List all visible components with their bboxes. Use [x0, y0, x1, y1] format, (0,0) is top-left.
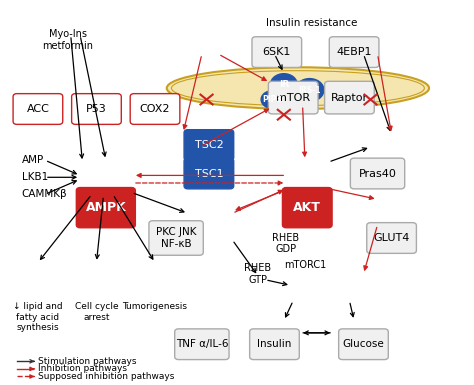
Text: AKT: AKT: [293, 201, 321, 214]
Text: Tumorigenesis: Tumorigenesis: [122, 303, 188, 311]
Ellipse shape: [172, 71, 424, 105]
Circle shape: [295, 78, 325, 102]
Text: TNF α/IL-6: TNF α/IL-6: [175, 339, 228, 349]
Text: Glucose: Glucose: [343, 339, 384, 349]
Ellipse shape: [167, 67, 429, 109]
Text: Insulin: Insulin: [257, 339, 292, 349]
Text: PIP3: PIP3: [262, 95, 282, 104]
FancyBboxPatch shape: [76, 187, 136, 228]
Text: PKC JNK
NF-κB: PKC JNK NF-κB: [156, 227, 196, 249]
Text: Stimulation pathways: Stimulation pathways: [38, 357, 137, 366]
Text: GLUT4: GLUT4: [374, 233, 410, 243]
FancyBboxPatch shape: [367, 223, 417, 253]
Text: AMP: AMP: [21, 155, 44, 165]
Text: 4EBP1: 4EBP1: [337, 47, 372, 57]
Text: IR: IR: [279, 80, 289, 89]
Text: RHEB
GDP: RHEB GDP: [272, 233, 299, 254]
Text: TSC1: TSC1: [195, 169, 223, 179]
FancyBboxPatch shape: [268, 81, 318, 114]
FancyBboxPatch shape: [329, 37, 379, 67]
Text: ↓ lipid and
fatty acid
synthesis: ↓ lipid and fatty acid synthesis: [13, 303, 63, 332]
Text: Inhibition pathways: Inhibition pathways: [38, 364, 127, 373]
FancyBboxPatch shape: [252, 37, 301, 67]
Text: AMPK: AMPK: [85, 201, 126, 214]
Text: Myo-Ins
metformin: Myo-Ins metformin: [43, 29, 93, 51]
Text: mTOR: mTOR: [276, 93, 310, 103]
Text: COX2: COX2: [140, 104, 170, 114]
Text: 6SK1: 6SK1: [263, 47, 291, 57]
Text: Cell cycle
arrest: Cell cycle arrest: [74, 303, 118, 322]
Text: LKB1: LKB1: [21, 172, 48, 182]
Text: ACC: ACC: [27, 104, 49, 114]
Text: TSC2: TSC2: [194, 140, 223, 150]
Text: RHEB
GTP: RHEB GTP: [244, 263, 271, 285]
FancyBboxPatch shape: [184, 130, 234, 161]
Circle shape: [260, 90, 284, 109]
FancyBboxPatch shape: [338, 329, 388, 360]
FancyBboxPatch shape: [130, 94, 180, 124]
FancyBboxPatch shape: [149, 221, 203, 255]
Text: P53: P53: [86, 104, 107, 114]
FancyBboxPatch shape: [72, 94, 121, 124]
Text: Pras40: Pras40: [359, 169, 396, 179]
Text: Insulin resistance: Insulin resistance: [266, 18, 358, 28]
FancyBboxPatch shape: [184, 158, 234, 189]
FancyBboxPatch shape: [175, 329, 229, 360]
FancyBboxPatch shape: [283, 187, 332, 228]
Text: mTORC1: mTORC1: [284, 259, 326, 270]
FancyBboxPatch shape: [350, 158, 405, 189]
Text: CAMMKβ: CAMMKβ: [21, 189, 67, 199]
FancyBboxPatch shape: [325, 81, 374, 114]
FancyBboxPatch shape: [13, 94, 63, 124]
FancyBboxPatch shape: [250, 329, 299, 360]
Text: IRS-1: IRS-1: [298, 85, 321, 95]
Circle shape: [270, 73, 298, 96]
Text: Supposed inhibition pathways: Supposed inhibition pathways: [38, 372, 174, 381]
Text: Raptor: Raptor: [331, 93, 368, 103]
